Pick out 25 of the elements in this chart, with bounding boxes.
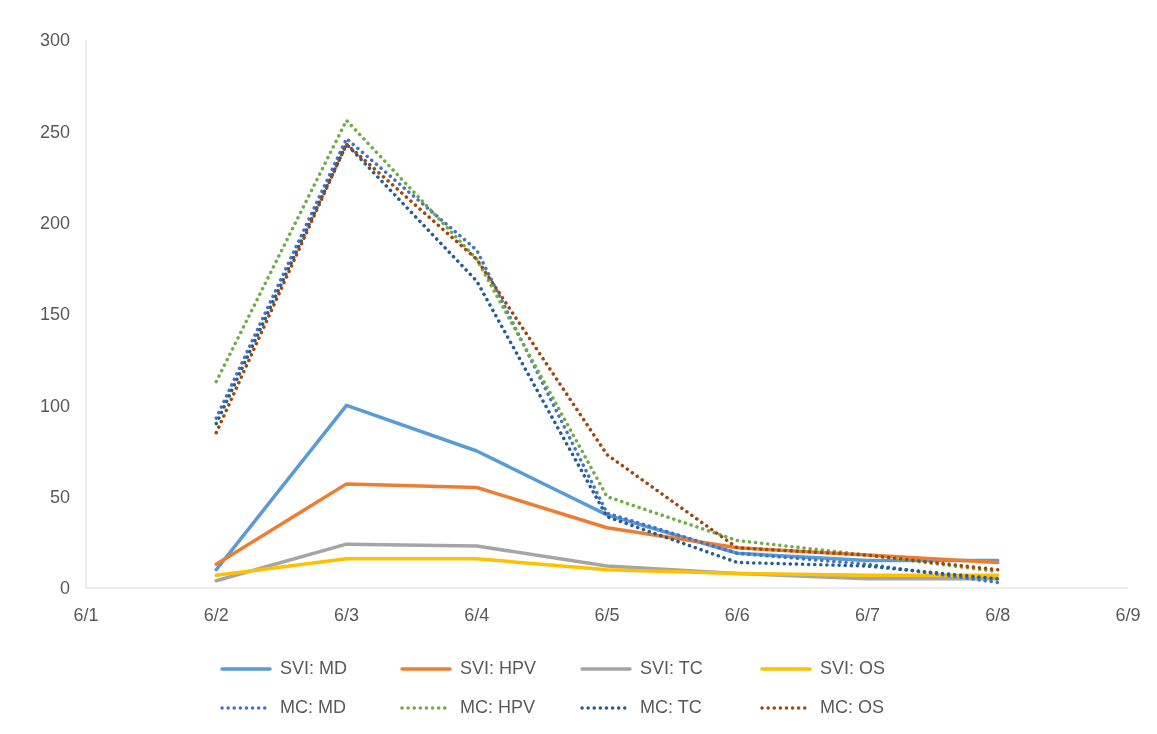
x-tick-label: 6/1 (73, 604, 99, 625)
legend-label: MC: MD (280, 697, 346, 718)
x-tick-label: 6/7 (854, 604, 881, 625)
x-tick-label: 6/8 (985, 604, 1011, 625)
legend-label: MC: TC (640, 697, 702, 718)
y-tick-label: 300 (39, 30, 70, 51)
y-tick-label: 100 (39, 395, 70, 416)
legend-label: SVI: OS (820, 658, 886, 679)
legend-label: SVI: MD (280, 658, 348, 679)
x-tick-label: 6/4 (464, 604, 490, 625)
legend-label: SVI: TC (640, 658, 703, 679)
y-tick-label: 200 (39, 213, 70, 234)
legend-label: SVI: HPV (460, 658, 537, 679)
line-series (214, 557, 1000, 577)
legend-label: MC: OS (820, 697, 885, 718)
y-tick-label: 250 (39, 121, 70, 142)
y-tick-label: 0 (59, 578, 70, 599)
x-tick-label: 6/2 (203, 604, 229, 625)
x-tick-label: 6/9 (1115, 604, 1141, 625)
x-tick-label: 6/5 (594, 604, 620, 625)
legend-label: MC: HPV (460, 697, 536, 718)
y-tick-label: 150 (39, 304, 70, 325)
x-tick-label: 6/6 (724, 604, 750, 625)
y-tick-label: 50 (49, 487, 70, 508)
x-tick-label: 6/3 (333, 604, 360, 625)
